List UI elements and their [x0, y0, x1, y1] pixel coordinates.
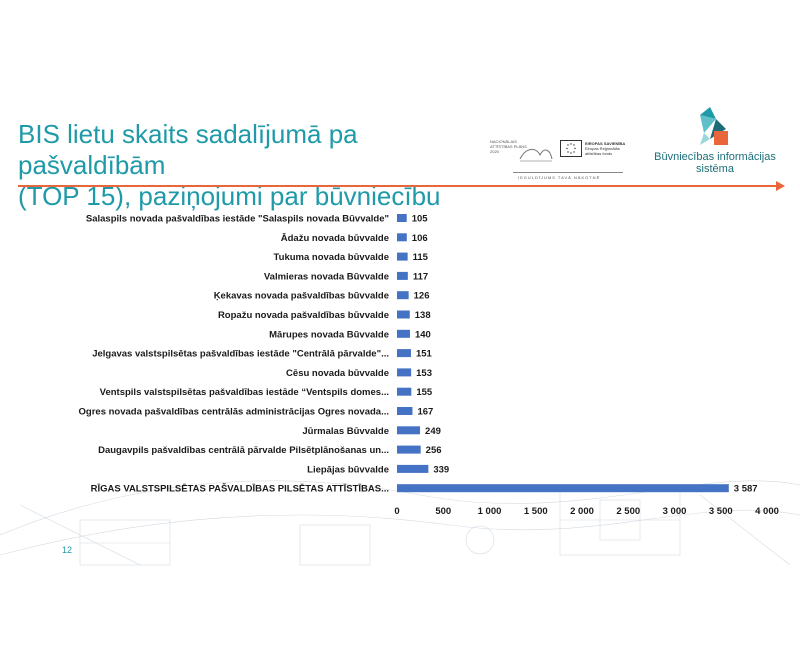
bis-logo-line-1: Būvniecības informācijas	[654, 151, 776, 163]
x-tick-label: 3 500	[709, 506, 733, 517]
bar-chart: Salaspils novada pašvaldības iestāde "Sa…	[79, 214, 779, 518]
value-label: 138	[415, 310, 431, 321]
x-tick-label: 1 500	[524, 506, 548, 517]
eu-logo-text: EIROPAS SAVIENĪBA Eiropas Reģionālās att…	[585, 141, 630, 156]
partner-logos: NACIONĀLAIS ATTĪSTĪBAS PLĀNS 2020 EIROPA…	[490, 137, 630, 180]
x-tick-label: 2 500	[616, 506, 640, 517]
category-label: Ķekavas novada pašvaldības būvvalde	[214, 291, 389, 302]
bar	[397, 252, 408, 261]
slide-title: BIS lietu skaits sadalījumā pa pašvaldīb…	[18, 119, 488, 212]
x-tick-label: 2 000	[570, 506, 594, 517]
title-line-1: BIS lietu skaits sadalījumā pa pašvaldīb…	[18, 119, 358, 180]
category-label: Salaspils novada pašvaldības iestāde "Sa…	[86, 214, 389, 225]
x-tick-label: 1 000	[478, 506, 502, 517]
category-labels: Salaspils novada pašvaldības iestāde "Sa…	[79, 214, 389, 495]
category-label: Tukuma novada būvvalde	[274, 252, 389, 263]
title-underline-arrow	[18, 185, 778, 187]
bar	[397, 426, 421, 435]
bar	[397, 407, 413, 415]
bar	[397, 329, 410, 338]
value-label: 339	[433, 464, 449, 475]
bar	[397, 368, 412, 377]
x-tick-label: 0	[394, 506, 399, 517]
bar	[397, 464, 429, 473]
bis-logo-line-2: sistēma	[696, 163, 734, 175]
bar	[397, 233, 407, 242]
category-label: Ropažu novada pašvaldības būvvalde	[218, 310, 389, 321]
nap-logo-text: NACIONĀLAIS ATTĪSTĪBAS PLĀNS 2020	[490, 139, 527, 154]
bar	[397, 310, 410, 319]
category-label: Ventspils valstspilsētas pašvaldības ies…	[100, 387, 389, 398]
category-label: RĪGAS VALSTSPILSĒTAS PAŠVALDĪBAS PILSĒTA…	[91, 483, 389, 495]
eu-title: EIROPAS SAVIENĪBA	[585, 141, 626, 146]
bar	[397, 271, 408, 280]
x-tick-label: 4 000	[755, 506, 779, 517]
value-label: 153	[416, 368, 432, 379]
value-label: 105	[412, 214, 429, 225]
category-label: Ogres novada pašvaldības centrālās admin…	[79, 407, 389, 418]
category-label: Liepājas būvvalde	[307, 464, 389, 475]
slide: BIS lietu skaits sadalījumā pa pašvaldīb…	[0, 85, 800, 572]
x-tick-label: 3 000	[663, 506, 687, 517]
bis-logo-text: Būvniecības informācijas sistēma	[650, 151, 780, 175]
value-labels: 105 106 115 117 126 138 140 151 153 155 167 249 256 3…	[412, 214, 758, 495]
bars	[397, 214, 729, 493]
category-label: Jelgavas valstspilsētas pašvaldības iest…	[92, 349, 389, 360]
eu-subtitle: Eiropas Reģionālās attīstības fonds	[585, 146, 620, 156]
category-label: Jūrmalas Būvvalde	[302, 426, 389, 437]
page-number: 12	[62, 545, 73, 555]
x-axis-tick-labels: 0 500 1 000 1 500 2 000 2 500 3 000 3 500 4 000	[394, 506, 779, 517]
bar	[397, 349, 411, 358]
category-label: Cēsu novada būvvalde	[286, 368, 389, 379]
category-label: Ādažu novada būvvalde	[281, 233, 389, 244]
x-tick-label: 500	[435, 506, 451, 517]
value-label: 167	[417, 407, 433, 418]
bis-logo: Būvniecības informācijas sistēma	[650, 105, 780, 175]
bar	[397, 445, 421, 454]
logo-separator	[513, 172, 623, 173]
category-label: Mārupes novada Būvvalde	[269, 329, 389, 340]
value-label: 140	[415, 329, 431, 340]
value-label: 155	[416, 387, 433, 398]
arrow-head-icon	[776, 181, 785, 191]
bis-logo-icon	[700, 107, 728, 145]
category-label: Valmieras novada Būvvalde	[264, 271, 389, 282]
value-label: 126	[414, 291, 430, 302]
value-label: 3 587	[734, 484, 758, 495]
value-label: 117	[413, 271, 428, 282]
bar	[397, 214, 407, 222]
logo-motto: IEGULDĪJUMS TAVĀ NĀKOTNĒ	[518, 175, 601, 180]
eu-flag-icon	[560, 140, 582, 157]
value-label: 249	[425, 426, 441, 437]
bar	[397, 291, 409, 300]
bar	[397, 484, 729, 493]
value-label: 256	[426, 445, 442, 456]
nap-logo-icon	[519, 149, 553, 162]
category-label: Daugavpils pašvaldības centrālā pārvalde…	[98, 445, 389, 456]
value-label: 115	[413, 252, 429, 263]
bar	[397, 387, 412, 396]
value-label: 151	[416, 349, 433, 360]
value-label: 106	[412, 233, 428, 244]
